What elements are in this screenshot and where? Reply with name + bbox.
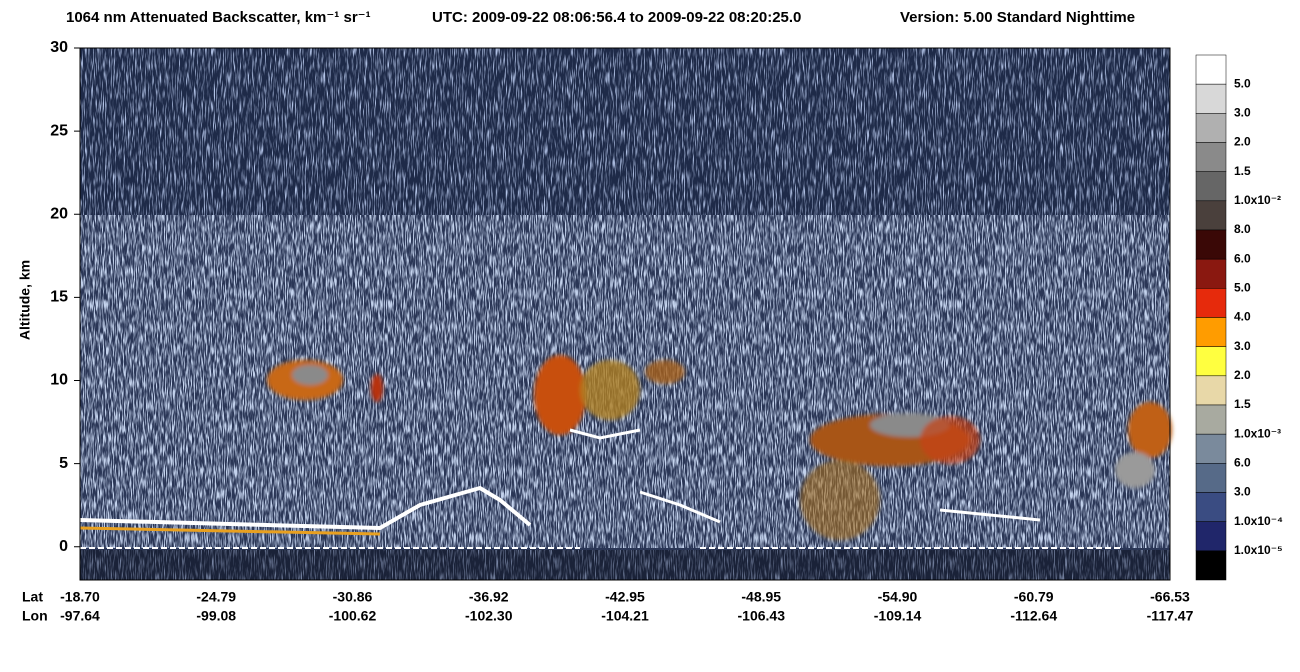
colorbar-swatch [1195,550,1227,581]
colorbar-swatch [1195,83,1227,114]
lon-label: -99.08 [196,608,236,624]
colorbar-swatch [1195,433,1227,464]
y-axis-label: Altitude, km [17,260,33,340]
x-row-label: Lat [22,589,43,605]
y-tick-label: 5 [59,455,68,472]
colorbar-swatch [1195,200,1227,231]
colorbar-swatch [1195,229,1227,260]
colorbar-label: 3.0 [1234,106,1251,120]
colorbar-swatch [1195,171,1227,202]
colorbar-swatch [1195,346,1227,377]
colorbar-swatch [1195,258,1227,289]
utc: UTC: 2009-09-22 08:06:56.4 to 2009-09-22… [432,9,801,26]
lon-label: -102.30 [465,608,513,624]
title: 1064 nm Attenuated Backscatter, km⁻¹ sr⁻… [66,9,371,26]
colorbar-swatch [1195,521,1227,552]
lat-label: -60.79 [1014,589,1054,605]
colorbar-label: 6.0 [1234,456,1251,470]
lon-label: -109.14 [874,608,922,624]
lon-label: -97.64 [60,608,100,624]
colorbar-label: 2.0 [1234,368,1251,382]
colorbar-label: 4.0 [1234,310,1251,324]
colorbar-swatch [1195,113,1227,143]
lat-label: -36.92 [469,589,509,605]
colorbar-label: 1.0x10⁻⁵ [1234,543,1283,557]
y-tick-label: 15 [50,289,68,306]
lon-label: -117.47 [1147,608,1194,624]
lat-label: -42.95 [605,589,645,605]
x-row-label: Lon [22,608,48,624]
lon-label: -104.21 [601,608,649,624]
colorbar-swatch [1195,288,1227,318]
colorbar-label: 1.5 [1234,164,1251,178]
colorbar-label: 1.5 [1234,397,1251,411]
y-tick-label: 20 [50,205,68,222]
plot-frame [79,47,1171,581]
colorbar-label: 3.0 [1234,485,1251,499]
colorbar-label: 3.0 [1234,339,1251,353]
plot-image [79,48,1172,580]
colorbar-swatch [1195,317,1227,347]
lat-label: -24.79 [196,589,236,605]
lon-label: -106.43 [738,608,786,624]
lat-label: -18.70 [60,589,100,605]
lon-label: -112.64 [1010,608,1057,624]
colorbar-label: 1.0x10⁻³ [1234,426,1281,440]
colorbar-label: 8.0 [1234,222,1251,236]
colorbar-swatch [1195,54,1227,85]
y-tick-label: 25 [50,122,68,139]
colorbar-swatch [1195,463,1227,493]
lon-label: -100.62 [329,608,377,624]
colorbar-label: 5.0 [1234,76,1251,90]
colorbar-label: 1.0x10⁻² [1234,193,1281,207]
colorbar-label: 5.0 [1234,281,1251,295]
lat-label: -54.90 [878,589,918,605]
colorbar-label: 6.0 [1234,251,1251,265]
y-tick-label: 10 [50,372,68,389]
lat-label: -30.86 [333,589,373,605]
version: Version: 5.00 Standard Nighttime [900,9,1135,26]
colorbar: 5.0 3.0 2.0 1.5 1.0x10⁻² 8.0 6.0 5.0 4.0 3.0 2.0 1.… [1195,54,1283,581]
lat-label: -48.95 [741,589,781,605]
lat-label: -66.53 [1150,589,1190,605]
colorbar-label: 1.0x10⁻⁴ [1234,514,1283,528]
colorbar-swatch [1195,404,1227,435]
y-tick-label: 30 [50,39,68,56]
colorbar-swatch [1195,375,1227,406]
colorbar-label: 2.0 [1234,135,1251,149]
y-tick-label: 0 [59,538,68,555]
colorbar-swatch [1195,492,1227,522]
colorbar-swatch [1195,142,1227,172]
